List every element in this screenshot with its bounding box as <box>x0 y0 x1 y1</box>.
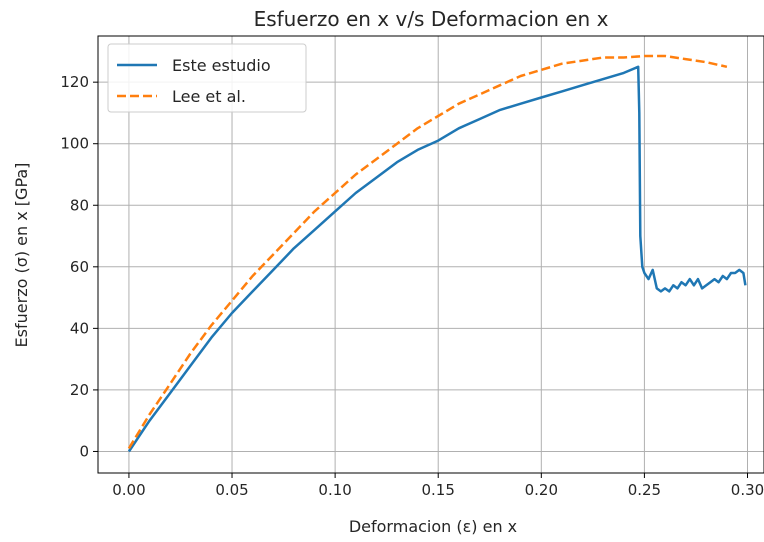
x-axis-label: Deformacion (ε) en x <box>349 517 517 536</box>
y-tick-label: 80 <box>70 196 89 214</box>
plot-frame <box>97 35 764 474</box>
y-tick-label: 100 <box>60 135 89 153</box>
y-tick-label: 20 <box>70 381 89 399</box>
legend: Este estudio Lee et al. <box>107 43 307 113</box>
legend-label-lee-et-al: Lee et al. <box>172 87 246 106</box>
y-tick-label: 60 <box>70 258 89 276</box>
x-tick-label: 0.30 <box>731 481 764 499</box>
legend-box <box>107 43 307 113</box>
x-tick-label: 0.25 <box>628 481 661 499</box>
axis-ticks: 0.00 0.05 0.10 0.15 0.20 0.25 0.30 0 20 40 60 80 100… <box>60 73 764 499</box>
legend-label-este-estudio: Este estudio <box>172 56 271 75</box>
y-tick-label: 0 <box>79 442 89 460</box>
x-tick-label: 0.00 <box>112 481 145 499</box>
chart-title: Esfuerzo en x v/s Deformacion en x <box>254 7 609 31</box>
series-line-este-estudio <box>127 65 747 453</box>
x-tick-label: 0.10 <box>318 481 351 499</box>
plot-lines <box>127 54 747 453</box>
y-axis-label: Esfuerzo (σ) en x [GPa] <box>12 163 31 348</box>
x-tick-label: 0.15 <box>422 481 455 499</box>
y-tick-label: 120 <box>60 73 89 91</box>
x-tick-label: 0.20 <box>525 481 558 499</box>
series-line-lee-et-al <box>127 54 728 450</box>
x-tick-label: 0.05 <box>215 481 248 499</box>
y-tick-label: 40 <box>70 319 89 337</box>
